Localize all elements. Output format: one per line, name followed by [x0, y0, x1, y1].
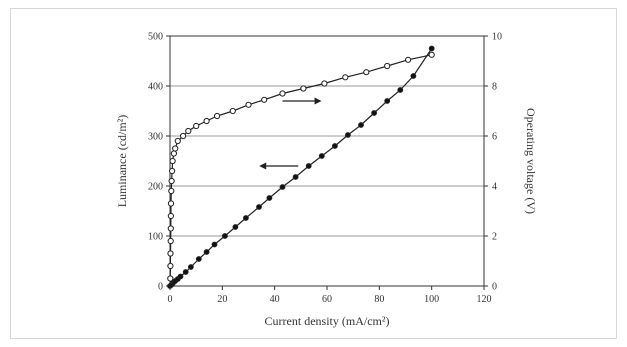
y-right-axis-ticks: 0 2 4 6 8 10 [484, 32, 502, 293]
data-point [232, 224, 239, 230]
data-point [300, 85, 307, 92]
data-point [384, 62, 391, 70]
data-point [428, 45, 435, 52]
y-left-axis-title: Luminance (cd/m²) [115, 115, 129, 208]
figure-frame [10, 8, 617, 339]
data-point [167, 275, 174, 282]
series-arrows [259, 97, 322, 170]
data-point [167, 200, 175, 207]
y-left-tick-label: 0 [158, 282, 163, 293]
data-point [168, 187, 175, 195]
data-point [321, 80, 328, 87]
data-point [305, 163, 312, 169]
data-point [174, 137, 181, 145]
data-point [428, 51, 435, 58]
data-point [167, 262, 174, 270]
data-point [167, 250, 174, 257]
data-point [167, 212, 174, 220]
data-point [245, 101, 252, 108]
data-point [345, 132, 351, 138]
data-point [371, 110, 378, 116]
data-point [195, 256, 202, 262]
axis-arrow-left [259, 162, 299, 170]
data-point [167, 237, 174, 245]
x-tick-label: 80 [374, 294, 384, 305]
data-point [397, 87, 404, 93]
data-point [363, 69, 370, 76]
data-point [266, 195, 273, 201]
data-point [203, 117, 210, 125]
data-point [384, 98, 391, 104]
y-left-tick-label: 400 [148, 82, 163, 93]
data-point [177, 273, 184, 280]
x-tick-label: 20 [217, 294, 227, 305]
data-point [405, 56, 412, 63]
y-right-tick-label: 0 [492, 282, 497, 293]
data-point [279, 184, 286, 190]
data-point [169, 167, 176, 175]
data-point [168, 177, 175, 185]
series-lines [169, 48, 433, 287]
gridlines [170, 85, 484, 237]
y-left-axis-ticks: 0 100 200 300 400 500 [148, 32, 170, 293]
data-point [229, 107, 236, 115]
data-point [185, 127, 192, 135]
plot-area [169, 35, 485, 287]
data-point [211, 241, 218, 248]
data-point [318, 153, 325, 159]
data-point [358, 122, 364, 128]
data-point [243, 215, 249, 221]
data-point [410, 73, 417, 79]
y-right-axis-title: Operating voltage (V) [524, 108, 538, 214]
data-point [292, 174, 299, 180]
data-point [188, 264, 194, 270]
data-point [203, 249, 210, 255]
x-tick-label: 60 [322, 294, 332, 305]
x-tick-label: 0 [168, 294, 173, 305]
y-left-tick-label: 100 [148, 232, 163, 243]
y-left-tick-label: 500 [148, 32, 163, 43]
axis-arrow-right [282, 97, 322, 105]
data-point [342, 74, 349, 81]
x-axis-title: Current density (mA/cm²) [265, 314, 390, 328]
x-axis-ticks: 0 20 40 60 80 100 120 [168, 286, 492, 305]
data-point [256, 204, 262, 210]
data-point [193, 122, 200, 130]
data-point [170, 150, 177, 157]
x-tick-label: 120 [477, 294, 492, 305]
series-line-1 [169, 48, 433, 287]
data-point [169, 157, 176, 165]
data-point [180, 132, 187, 140]
data-point [332, 143, 338, 149]
data-point [214, 112, 221, 120]
x-tick-label: 100 [424, 294, 439, 305]
series-markers [167, 45, 435, 289]
y-right-tick-label: 6 [492, 132, 497, 143]
y-right-tick-label: 10 [492, 32, 502, 43]
data-point [167, 225, 174, 232]
y-right-tick-label: 2 [492, 232, 497, 243]
data-point [261, 96, 268, 103]
y-left-tick-label: 200 [148, 182, 163, 193]
data-point [279, 90, 286, 97]
y-right-tick-label: 8 [492, 82, 497, 93]
data-point [172, 145, 179, 152]
y-right-tick-label: 4 [492, 182, 497, 193]
data-point [222, 233, 228, 239]
x-tick-label: 40 [270, 294, 280, 305]
y-left-tick-label: 300 [148, 132, 163, 143]
data-point [182, 269, 189, 275]
